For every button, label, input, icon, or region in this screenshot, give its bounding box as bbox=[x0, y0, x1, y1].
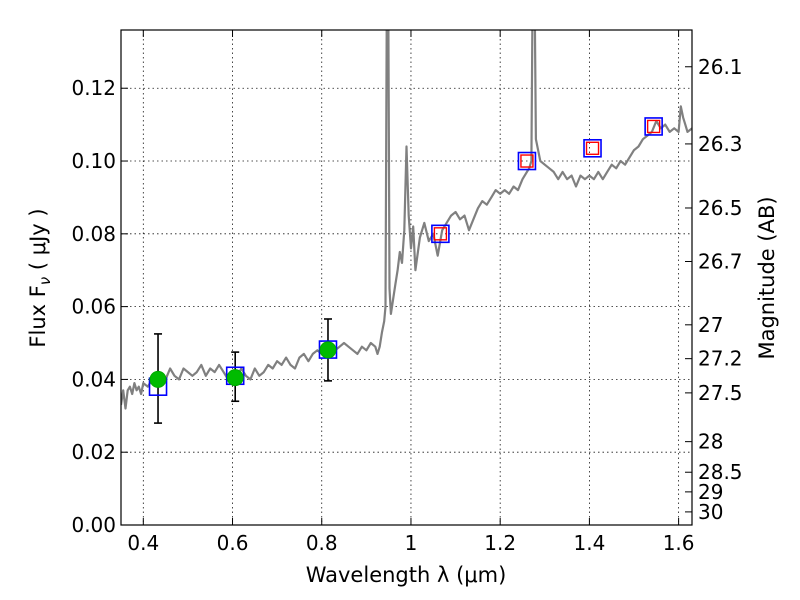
y-axis-label-unit: ( μJy ) bbox=[26, 208, 50, 276]
y-tick-label: 0.00 bbox=[71, 513, 116, 537]
y2-tick-label: 26.7 bbox=[698, 249, 743, 273]
y2-tick-label: 26.5 bbox=[698, 196, 743, 220]
grid-layer bbox=[121, 30, 692, 526]
y2-tick-label: 26.3 bbox=[698, 132, 743, 156]
y2-axis-label: Magnitude (AB) bbox=[755, 196, 779, 359]
y-axis-label-main: Flux F bbox=[26, 285, 50, 347]
optical-photometry-point bbox=[226, 369, 244, 387]
model-photometry-square bbox=[583, 138, 602, 158]
y-tick-label: 0.12 bbox=[71, 76, 116, 100]
y2-tick-label: 26.1 bbox=[698, 55, 743, 79]
x-axis-label: Wavelength λ (μm) bbox=[306, 563, 507, 587]
y2-tick-label: 27.5 bbox=[698, 381, 743, 405]
nir-photometry-square bbox=[433, 227, 448, 241]
spectrum-line bbox=[121, 30, 692, 410]
model-photometry-square bbox=[644, 117, 663, 136]
x-tick-label: 0.8 bbox=[306, 531, 338, 555]
y2-tick-label: 30 bbox=[698, 500, 723, 524]
optical-photometry-point bbox=[319, 341, 337, 359]
spectrum-layer bbox=[121, 30, 692, 410]
y-tick-label: 0.02 bbox=[71, 440, 116, 464]
y-tick-label: 0.06 bbox=[71, 295, 116, 319]
x-tick-label: 0.6 bbox=[217, 531, 249, 555]
x-tick-label: 1.2 bbox=[484, 531, 516, 555]
y2-tick-label: 28.5 bbox=[698, 460, 743, 484]
tick-layer bbox=[121, 30, 692, 526]
model-photometry-square bbox=[431, 224, 450, 244]
nir-photometry-square bbox=[646, 119, 661, 134]
x-tick-label: 1 bbox=[405, 531, 418, 555]
model-photometry-square bbox=[517, 151, 537, 171]
nir-photometry-square bbox=[520, 154, 534, 168]
y-tick-label: 0.10 bbox=[71, 149, 116, 173]
y-tick-label: 0.08 bbox=[71, 222, 116, 246]
y-tick-label: 0.04 bbox=[71, 367, 116, 391]
marker-layer bbox=[148, 117, 663, 396]
plot-frame bbox=[120, 29, 693, 526]
x-tick-label: 1.6 bbox=[663, 531, 695, 555]
optical-photometry-point bbox=[149, 370, 167, 388]
x-tick-label: 1.4 bbox=[573, 531, 605, 555]
y-axis-label-sub: ν bbox=[36, 277, 54, 285]
y2-tick-label: 27 bbox=[698, 313, 723, 337]
y-axis-label: Flux Fν ( μJy ) bbox=[26, 208, 54, 347]
label-layer: 0.4 0.6 0.8 1 1.2 1.4 1.6 0.00 0.02 0.04 0.06 0.08 0… bbox=[71, 55, 742, 555]
nir-photometry-square bbox=[585, 141, 600, 155]
y2-tick-label: 27.2 bbox=[698, 347, 743, 371]
y2-tick-label: 28 bbox=[698, 430, 723, 454]
y2-tick-label: 29 bbox=[698, 480, 723, 504]
x-tick-label: 0.4 bbox=[127, 531, 159, 555]
